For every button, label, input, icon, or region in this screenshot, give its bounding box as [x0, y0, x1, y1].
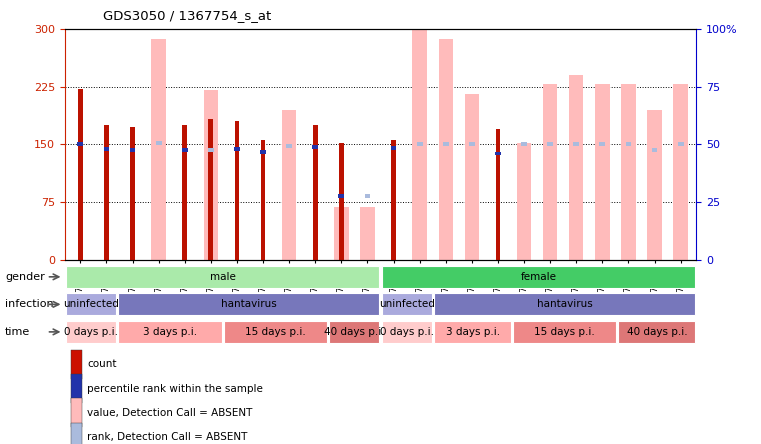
Bar — [156, 141, 161, 145]
Text: uninfected: uninfected — [379, 299, 435, 309]
Bar — [312, 145, 318, 149]
Bar — [569, 75, 584, 260]
Bar — [339, 143, 344, 260]
Text: rank, Detection Call = ABSENT: rank, Detection Call = ABSENT — [88, 432, 248, 442]
Bar — [513, 321, 616, 343]
Bar — [204, 91, 218, 260]
Bar — [208, 148, 214, 151]
Bar — [334, 207, 349, 260]
Bar — [129, 148, 135, 151]
Bar — [521, 143, 527, 146]
Bar — [261, 140, 266, 260]
Bar — [104, 125, 109, 260]
Bar — [381, 266, 696, 288]
Bar — [313, 125, 317, 260]
Text: 40 days p.i.: 40 days p.i. — [626, 327, 687, 337]
Bar — [391, 140, 396, 260]
Bar — [65, 321, 116, 343]
Bar — [329, 321, 380, 343]
Text: male: male — [209, 272, 236, 282]
Text: 0 days p.i.: 0 days p.i. — [64, 327, 118, 337]
Bar — [648, 110, 662, 260]
Bar — [182, 148, 188, 151]
Bar — [435, 293, 696, 316]
Bar — [209, 119, 213, 260]
Bar — [71, 398, 82, 428]
Bar — [365, 194, 371, 198]
Bar — [234, 147, 240, 151]
Bar — [103, 147, 110, 151]
Bar — [417, 143, 422, 146]
Bar — [78, 89, 83, 260]
Bar — [208, 148, 214, 151]
Bar — [71, 423, 82, 444]
Bar — [465, 94, 479, 260]
Bar — [71, 374, 82, 403]
Text: 15 days p.i.: 15 days p.i. — [245, 327, 306, 337]
Text: count: count — [88, 359, 117, 369]
Bar — [438, 39, 453, 260]
Bar — [626, 143, 632, 146]
Bar — [65, 293, 116, 316]
Bar — [260, 150, 266, 154]
Bar — [543, 84, 557, 260]
Bar — [119, 293, 380, 316]
Text: 15 days p.i.: 15 days p.i. — [534, 327, 595, 337]
Bar — [381, 321, 432, 343]
Text: gender: gender — [5, 272, 45, 282]
Text: percentile rank within the sample: percentile rank within the sample — [88, 384, 263, 393]
Bar — [71, 350, 82, 379]
Bar — [619, 321, 696, 343]
Bar — [183, 125, 187, 260]
Text: 3 days p.i.: 3 days p.i. — [143, 327, 197, 337]
Bar — [547, 143, 553, 146]
Text: uninfected: uninfected — [63, 299, 119, 309]
Text: value, Detection Call = ABSENT: value, Detection Call = ABSENT — [88, 408, 253, 418]
Bar — [224, 321, 326, 343]
Bar — [130, 127, 135, 260]
Text: 40 days p.i.: 40 days p.i. — [324, 327, 384, 337]
Bar — [119, 321, 221, 343]
Bar — [412, 7, 427, 260]
Bar — [517, 143, 531, 260]
Bar — [595, 84, 610, 260]
Bar — [435, 321, 511, 343]
Bar — [495, 151, 501, 155]
Bar — [651, 148, 658, 151]
Bar — [151, 39, 166, 260]
Bar — [673, 84, 688, 260]
Bar — [360, 207, 374, 260]
Bar — [339, 194, 344, 198]
Bar — [443, 143, 449, 146]
Text: 3 days p.i.: 3 days p.i. — [445, 327, 500, 337]
Text: hantavirus: hantavirus — [537, 299, 593, 309]
Bar — [65, 266, 380, 288]
Bar — [600, 143, 605, 146]
Bar — [234, 121, 239, 260]
Bar — [381, 293, 432, 316]
Bar — [621, 84, 635, 260]
Bar — [390, 146, 396, 150]
Bar — [573, 143, 579, 146]
Text: female: female — [521, 272, 556, 282]
Bar — [286, 144, 292, 148]
Bar — [282, 110, 296, 260]
Bar — [495, 129, 500, 260]
Text: GDS3050 / 1367754_s_at: GDS3050 / 1367754_s_at — [103, 9, 271, 22]
Bar — [678, 143, 683, 146]
Text: time: time — [5, 327, 30, 337]
Bar — [469, 143, 475, 146]
Text: 0 days p.i.: 0 days p.i. — [380, 327, 434, 337]
Text: infection: infection — [5, 299, 54, 309]
Bar — [78, 143, 83, 146]
Text: hantavirus: hantavirus — [221, 299, 277, 309]
